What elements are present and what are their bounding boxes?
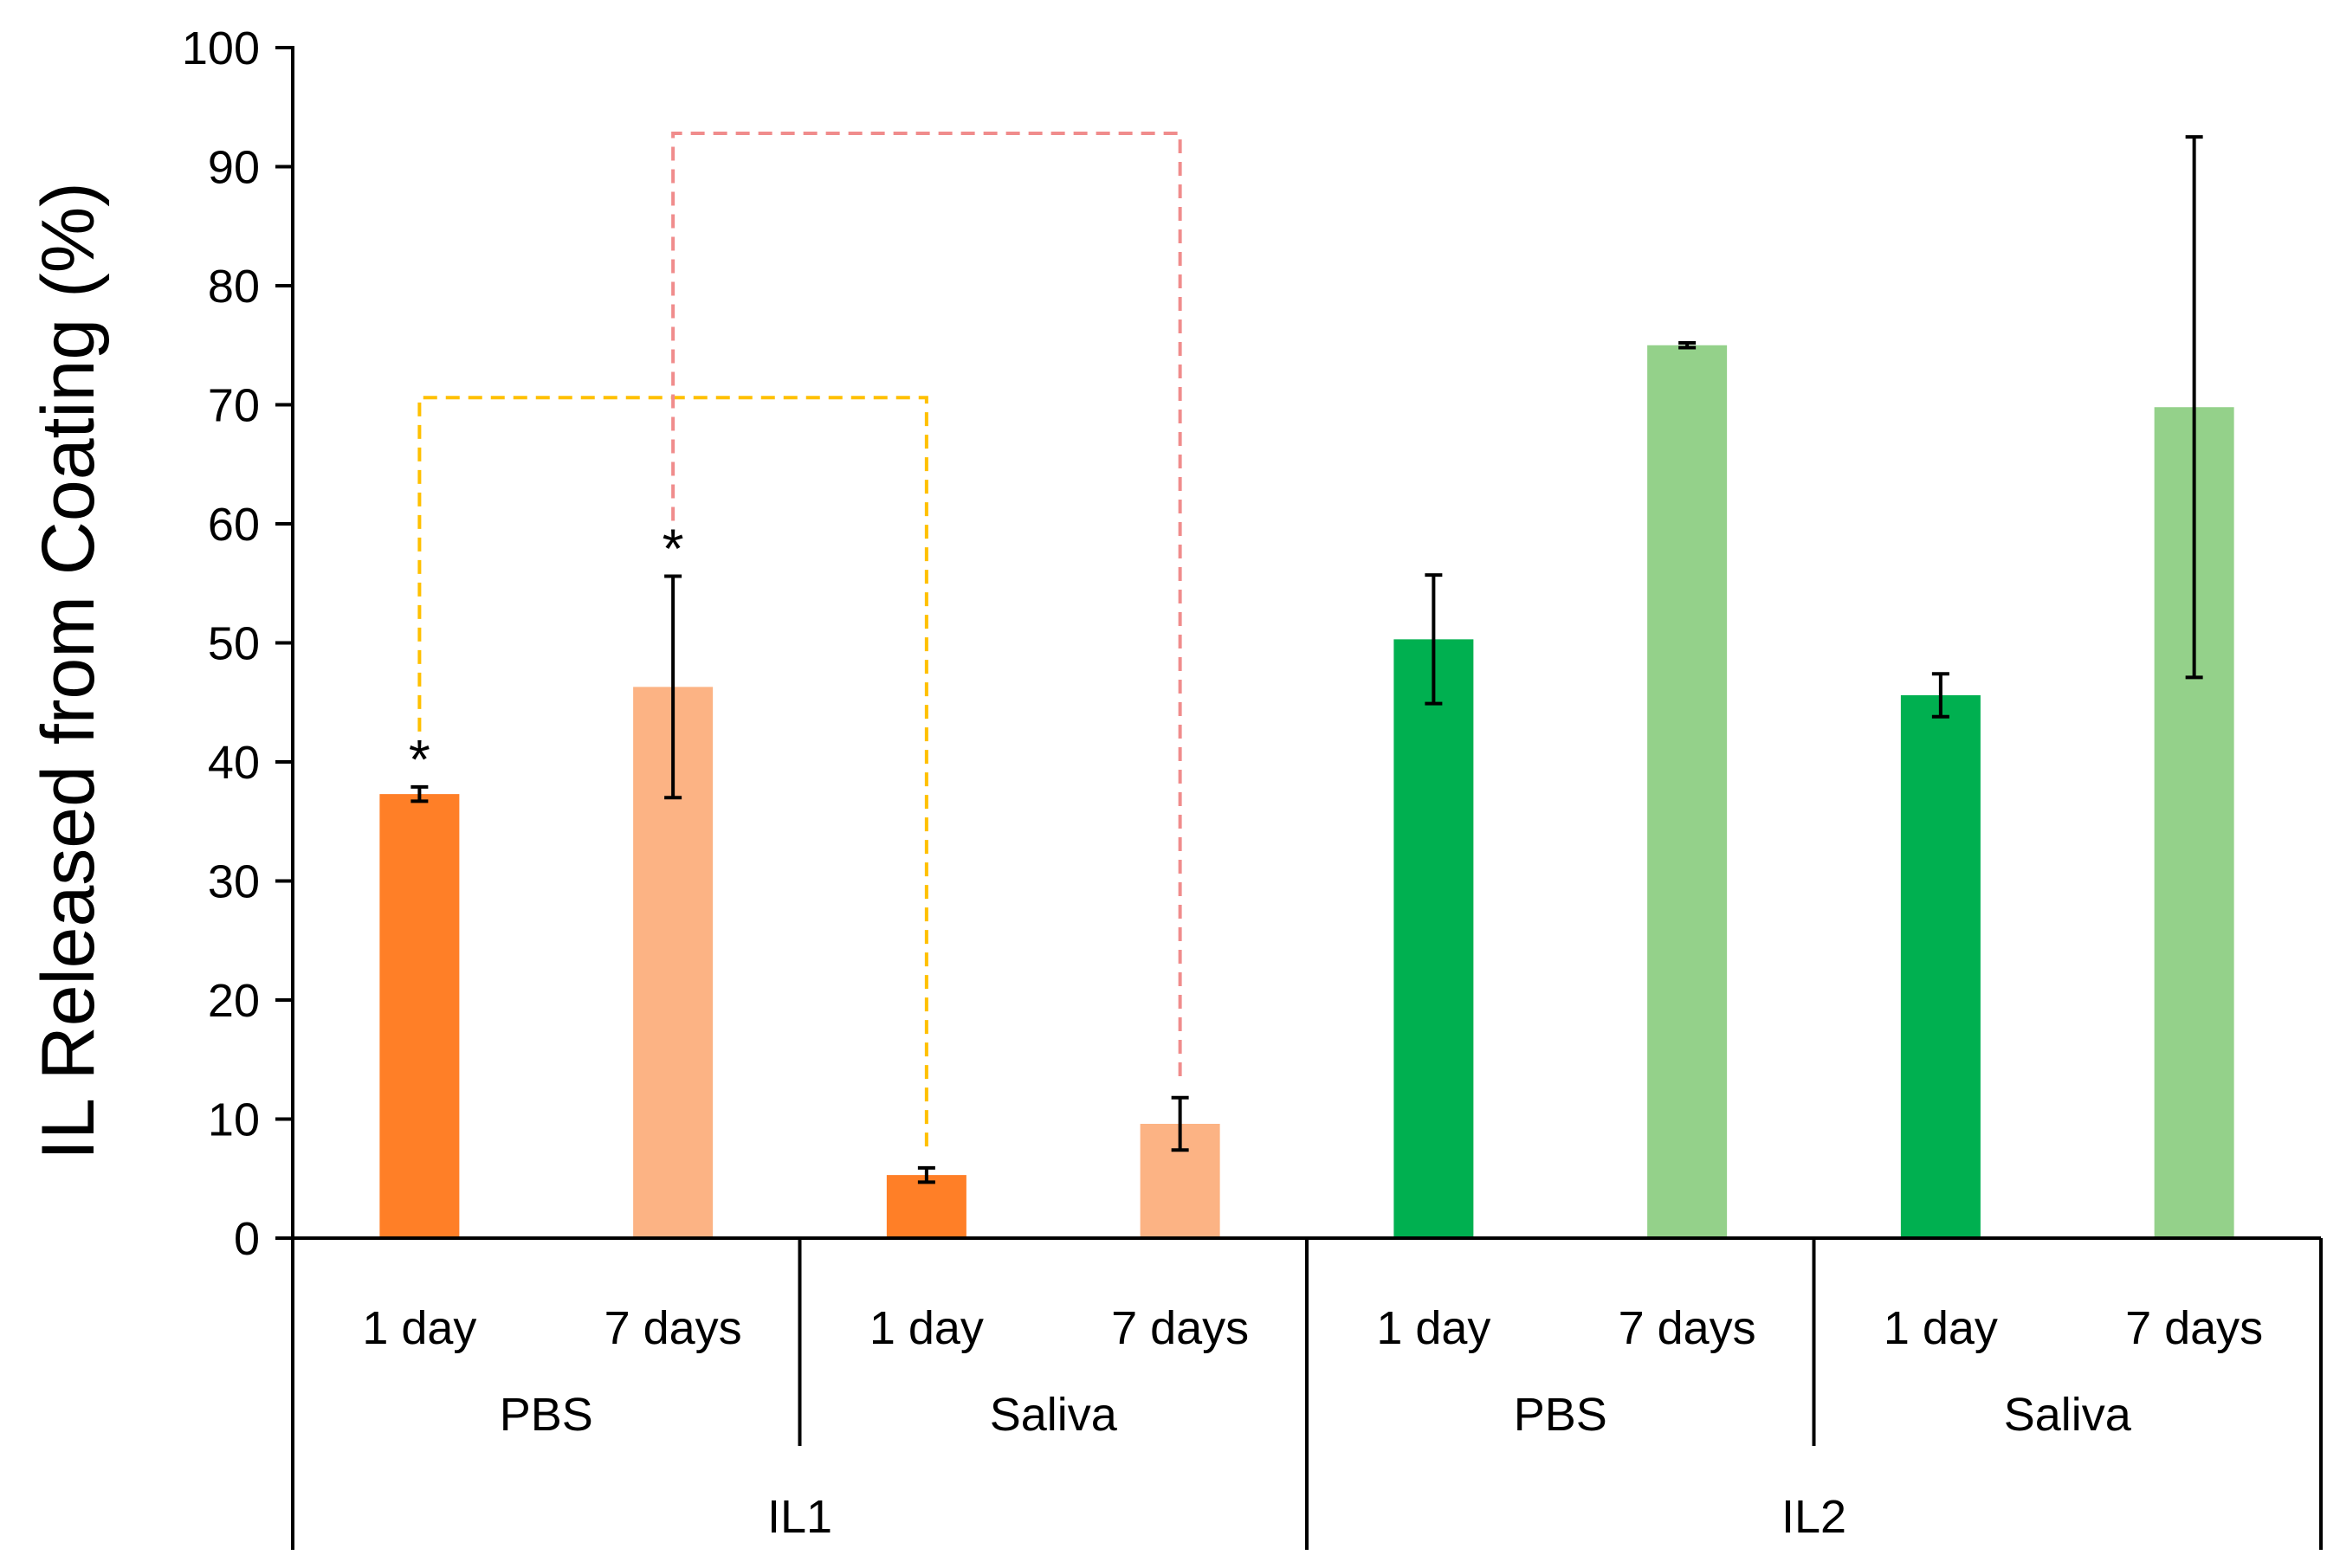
y-tick-label: 40 <box>208 737 260 789</box>
bar <box>1393 639 1474 1238</box>
medium-label: Saliva <box>2004 1389 2132 1441</box>
bar <box>886 1175 966 1238</box>
bar <box>1647 345 1728 1238</box>
x-tick-label: 7 days <box>604 1302 742 1354</box>
x-tick-label: 1 day <box>1376 1302 1490 1354</box>
x-tick-label: 1 day <box>362 1302 476 1354</box>
x-tick-label: 1 day <box>869 1302 984 1354</box>
x-tick-label: 7 days <box>1619 1302 1756 1354</box>
y-tick-label: 30 <box>208 856 260 908</box>
bar <box>379 794 460 1238</box>
bar <box>1900 695 1981 1238</box>
y-tick-label: 60 <box>208 499 260 551</box>
medium-label: PBS <box>500 1389 593 1441</box>
ionic-liquid-label: IL1 <box>767 1491 832 1543</box>
medium-label: PBS <box>1514 1389 1607 1441</box>
y-tick-label: 50 <box>208 618 260 670</box>
y-tick-label: 70 <box>208 380 260 432</box>
y-tick-label: 100 <box>182 23 260 74</box>
y-axis-title: IL Released from Coating (%) <box>27 182 110 1160</box>
y-tick-label: 0 <box>234 1213 260 1265</box>
y-tick-label: 90 <box>208 142 260 194</box>
significance-bracket <box>671 132 1182 1081</box>
y-tick-label: 80 <box>208 261 260 313</box>
x-tick-label: 7 days <box>2125 1302 2263 1354</box>
y-tick-label: 10 <box>208 1094 260 1146</box>
ionic-liquid-label: IL2 <box>1781 1491 1846 1543</box>
significance-star: * <box>663 518 684 580</box>
significance-star: * <box>409 728 430 790</box>
medium-label: Saliva <box>990 1389 1118 1441</box>
x-tick-label: 1 day <box>1884 1302 1998 1354</box>
y-tick-label: 20 <box>208 975 260 1027</box>
x-tick-label: 7 days <box>1111 1302 1249 1354</box>
